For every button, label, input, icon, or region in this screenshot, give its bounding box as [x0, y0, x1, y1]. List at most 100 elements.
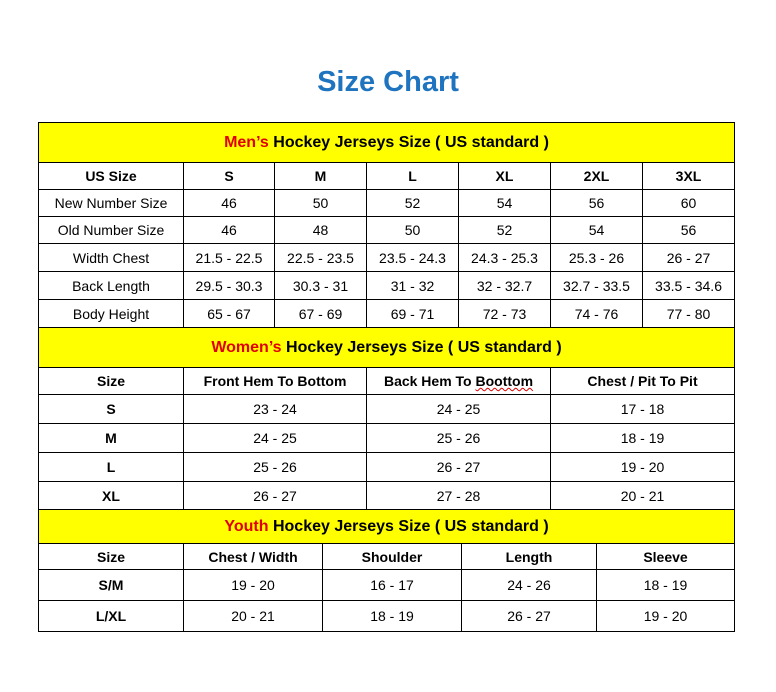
header-cell: Size	[38, 367, 184, 395]
table-cell: 20 - 21	[183, 600, 323, 632]
row-label: S	[38, 394, 184, 424]
table-cell: 29.5 - 30.3	[183, 271, 275, 300]
table-cell: 19 - 20	[595, 600, 736, 632]
table-cell: 74 - 76	[550, 299, 643, 328]
header-cell: US Size	[38, 162, 184, 190]
page-title: Size Chart	[317, 66, 459, 98]
table-cell: 67 - 69	[274, 299, 367, 328]
table-cell: 24.3 - 25.3	[458, 243, 551, 272]
header-cell: Length	[461, 543, 597, 570]
table-cell: 21.5 - 22.5	[183, 243, 275, 272]
table-row: Width Chest 21.5 - 22.5 22.5 - 23.5 23.5 - …	[38, 243, 736, 272]
row-label: Width Chest	[38, 243, 184, 272]
table-cell: 17 - 18	[549, 394, 736, 424]
womens-size-table: Women’s Hockey Jerseys Size ( US standar…	[37, 327, 736, 511]
table-cell: 20 - 21	[549, 481, 736, 511]
table-cell: 50	[366, 216, 459, 244]
row-label: Body Height	[38, 299, 184, 328]
table-cell: 18 - 19	[549, 423, 736, 453]
table-cell: 24 - 26	[461, 569, 597, 601]
row-label: New Number Size	[38, 189, 184, 217]
banner-highlight: Men’s	[224, 133, 269, 151]
table-cell: 54	[550, 216, 643, 244]
mens-banner: Men’s Hockey Jerseys Size ( US standard …	[37, 122, 736, 163]
table-row: Body Height 65 - 67 67 - 69 69 - 71 72 - 73 7…	[38, 299, 736, 328]
table-cell: 46	[183, 216, 275, 244]
row-label: XL	[38, 481, 184, 511]
row-label: L	[38, 452, 184, 482]
table-cell: 54	[458, 189, 551, 217]
table-cell: 16 - 17	[322, 569, 462, 601]
table-row: L/XL 20 - 21 18 - 19 26 - 27 19 - 20	[38, 600, 736, 632]
table-cell: 18 - 19	[322, 600, 462, 632]
table-cell: 19 - 20	[183, 569, 323, 601]
table-cell: 52	[458, 216, 551, 244]
table-cell: 23.5 - 24.3	[366, 243, 459, 272]
table-cell: 32.7 - 33.5	[550, 271, 643, 300]
header-text: Back Hem To	[383, 373, 476, 389]
header-cell: M	[274, 162, 367, 190]
table-cell: 24 - 25	[366, 394, 551, 424]
header-cell: Front Hem To Bottom	[183, 367, 367, 395]
table-row: S/M 19 - 20 16 - 17 24 - 26 18 - 19	[38, 569, 736, 601]
table-cell: 52	[366, 189, 459, 217]
row-label: Old Number Size	[38, 216, 184, 244]
header-cell: Sleeve	[595, 543, 736, 570]
row-label: S/M	[38, 569, 184, 601]
banner-highlight: Youth	[224, 517, 269, 535]
table-cell: 50	[274, 189, 367, 217]
table-cell: 25 - 26	[183, 452, 367, 482]
table-cell: 56	[641, 216, 736, 244]
table-cell: 60	[641, 189, 736, 217]
header-cell: 3XL	[641, 162, 736, 190]
row-label: Back Length	[38, 271, 184, 300]
mens-size-table: Men’s Hockey Jerseys Size ( US standard …	[37, 122, 736, 328]
table-cell: 69 - 71	[366, 299, 459, 328]
table-cell: 24 - 25	[183, 423, 367, 453]
table-cell: 18 - 19	[595, 569, 736, 601]
table-cell: 31 - 32	[366, 271, 459, 300]
youth-banner: Youth Hockey Jerseys Size ( US standard …	[37, 509, 736, 544]
table-cell: 19 - 20	[549, 452, 736, 482]
table-cell: 26 - 27	[461, 600, 597, 632]
table-row: XL 26 - 27 27 - 28 20 - 21	[38, 481, 736, 511]
header-cell: Chest / Width	[183, 543, 323, 570]
table-cell: 46	[183, 189, 275, 217]
header-cell: Chest / Pit To Pit	[549, 367, 736, 395]
table-row: New Number Size 46 50 52 54 56 60	[38, 189, 736, 217]
header-row: US Size S M L XL 2XL 3XL	[38, 162, 736, 190]
banner-highlight: Women’s	[211, 338, 282, 356]
table-cell: 25.3 - 26	[550, 243, 643, 272]
misspelled-word: Boottom	[475, 373, 534, 389]
header-cell: Size	[38, 543, 184, 570]
header-cell: L	[366, 162, 459, 190]
table-row: L 25 - 26 26 - 27 19 - 20	[38, 452, 736, 482]
youth-size-table: Youth Hockey Jerseys Size ( US standard …	[37, 509, 736, 632]
womens-banner: Women’s Hockey Jerseys Size ( US standar…	[37, 327, 736, 368]
table-cell: 48	[274, 216, 367, 244]
table-cell: 27 - 28	[366, 481, 551, 511]
row-label: M	[38, 423, 184, 453]
table-row: Old Number Size 46 48 50 52 54 56	[38, 216, 736, 244]
table-cell: 25 - 26	[366, 423, 551, 453]
table-cell: 22.5 - 23.5	[274, 243, 367, 272]
table-cell: 23 - 24	[183, 394, 367, 424]
header-cell: XL	[458, 162, 551, 190]
header-cell: Shoulder	[322, 543, 462, 570]
banner-text: Hockey Jerseys Size ( US standard )	[268, 133, 549, 151]
table-row: S 23 - 24 24 - 25 17 - 18	[38, 394, 736, 424]
header-row: Size Chest / Width Shoulder Length Sleeve	[38, 543, 736, 570]
table-row: Back Length 29.5 - 30.3 30.3 - 31 31 - 32 32…	[38, 271, 736, 300]
banner-text: Hockey Jerseys Size ( US standard )	[268, 517, 549, 535]
table-cell: 56	[550, 189, 643, 217]
header-cell: 2XL	[550, 162, 643, 190]
header-cell: S	[183, 162, 275, 190]
header-cell: Back Hem To Boottom	[366, 367, 551, 395]
table-cell: 26 - 27	[641, 243, 736, 272]
table-cell: 30.3 - 31	[274, 271, 367, 300]
table-cell: 33.5 - 34.6	[641, 271, 736, 300]
row-label: L/XL	[38, 600, 184, 632]
table-cell: 77 - 80	[641, 299, 736, 328]
table-row: M 24 - 25 25 - 26 18 - 19	[38, 423, 736, 453]
banner-text: Hockey Jerseys Size ( US standard )	[281, 338, 562, 356]
